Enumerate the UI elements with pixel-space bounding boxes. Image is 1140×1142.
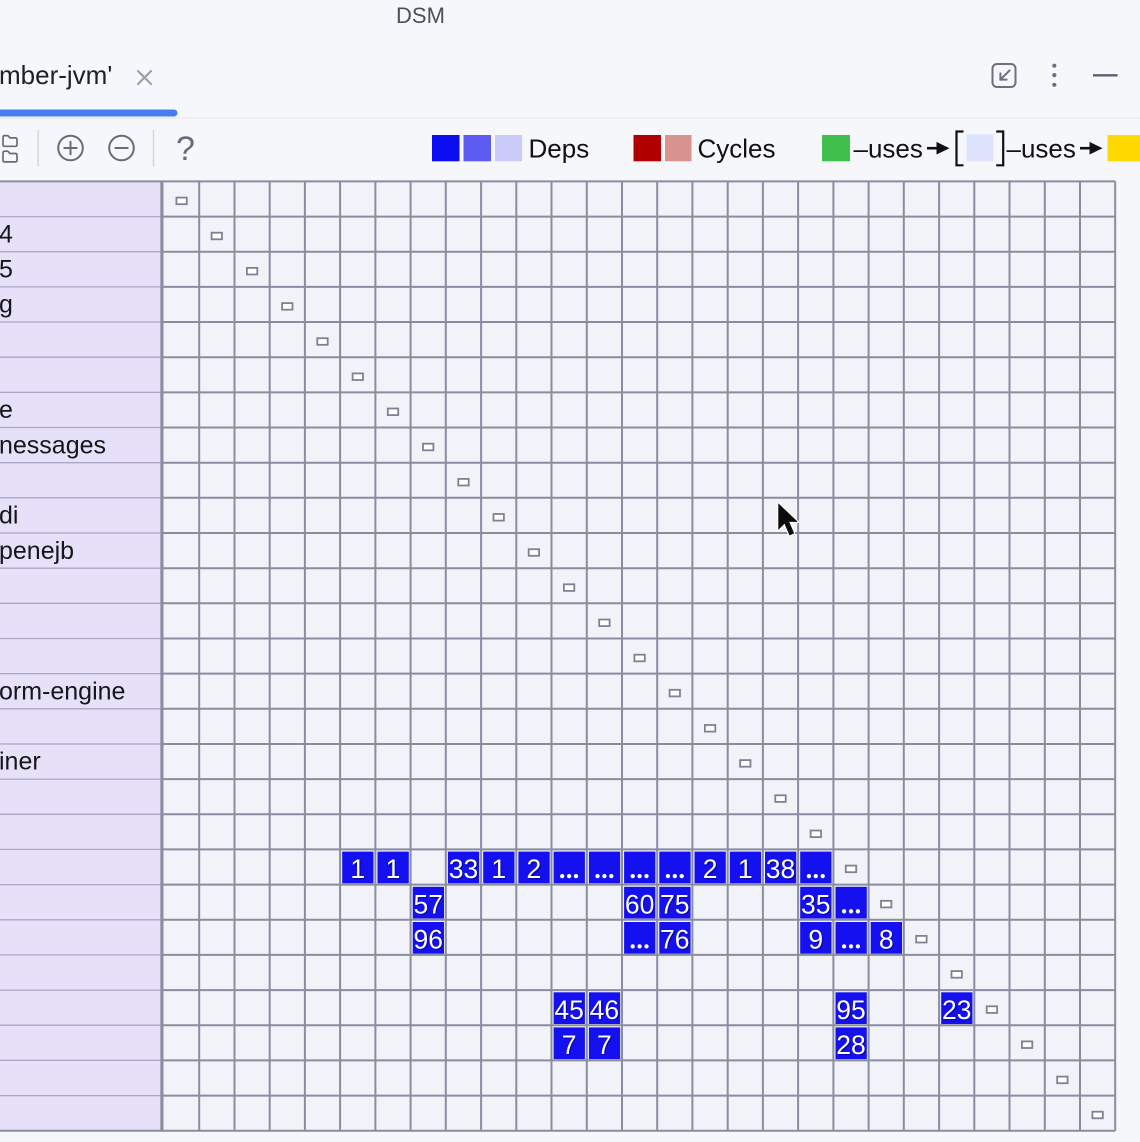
svg-text:1: 1 [386,854,401,884]
svg-text:7: 7 [562,1030,577,1060]
svg-text:Cycles: Cycles [698,134,776,164]
svg-text:2: 2 [704,855,719,885]
svg-text:7: 7 [598,1031,613,1061]
svg-text:7: 7 [563,1031,578,1061]
svg-text:1: 1 [350,854,365,884]
svg-text:76: 76 [660,924,689,954]
svg-text:76: 76 [661,926,690,956]
svg-text:7: 7 [597,1030,612,1060]
svg-text:75: 75 [661,891,690,921]
svg-text:38: 38 [766,854,795,884]
svg-text:5: 5 [0,256,13,284]
svg-text:45: 45 [556,996,585,1026]
svg-text:DSM: DSM [396,3,445,28]
svg-text:96: 96 [415,926,444,956]
svg-text:2: 2 [703,854,718,884]
svg-text:penejb: penejb [0,537,74,565]
svg-text:?: ? [176,130,195,168]
svg-text:60: 60 [625,889,654,919]
svg-text:4: 4 [0,220,13,248]
svg-text:35: 35 [802,891,831,921]
svg-text:38: 38 [767,855,796,885]
svg-text:1: 1 [352,855,367,885]
svg-text:1: 1 [493,855,508,885]
svg-text:e: e [0,396,13,424]
svg-text:2: 2 [528,855,543,885]
svg-text:35: 35 [801,889,830,919]
svg-text:1: 1 [738,854,753,884]
svg-text:28: 28 [836,1030,865,1060]
svg-text:–uses: –uses [854,134,923,164]
svg-text:95: 95 [836,995,865,1025]
svg-text:9: 9 [810,926,825,956]
svg-text:1: 1 [739,855,754,885]
svg-text:iner: iner [0,748,41,776]
svg-text:2: 2 [527,854,542,884]
svg-text:orm-engine: orm-engine [0,677,125,705]
svg-text:8: 8 [880,926,895,956]
svg-text:33: 33 [450,855,479,885]
svg-text:57: 57 [413,889,442,919]
svg-text:46: 46 [591,996,620,1026]
svg-text:28: 28 [837,1031,866,1061]
svg-text:95: 95 [837,996,866,1026]
svg-text:di: di [0,502,18,530]
svg-text:Deps: Deps [529,134,590,164]
svg-text:8: 8 [879,924,894,954]
svg-text:nessages: nessages [0,431,106,459]
svg-text:45: 45 [554,995,583,1025]
svg-text:60: 60 [626,891,655,921]
svg-text:33: 33 [449,854,478,884]
svg-text:1: 1 [387,855,402,885]
svg-text:9: 9 [808,924,823,954]
svg-text:g: g [0,291,13,319]
svg-text:57: 57 [415,891,444,921]
svg-text:46: 46 [590,995,619,1025]
svg-text:–uses: –uses [1007,134,1076,164]
svg-text:23: 23 [943,996,972,1026]
svg-text:1: 1 [491,854,506,884]
svg-text:23: 23 [942,995,971,1025]
svg-text:75: 75 [660,889,689,919]
svg-text:mber-jvm': mber-jvm' [0,60,112,90]
svg-text:96: 96 [413,924,442,954]
